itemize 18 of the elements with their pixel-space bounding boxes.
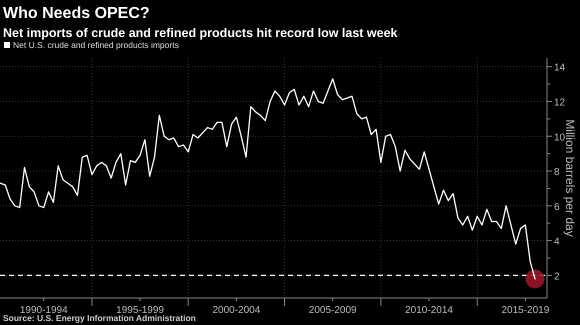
y-tick-label: 4 <box>554 236 560 248</box>
x-tick-label: 1995-1999 <box>116 305 164 316</box>
chart-title: Who Needs OPEC? <box>3 5 150 22</box>
x-tick-label: 1990-1994 <box>20 305 68 316</box>
x-tick-label: 2005-2009 <box>308 305 358 316</box>
chart-subtitle: Net imports of crude and refined products hit record low last week <box>3 26 398 40</box>
y-tick-label: 10 <box>554 132 566 144</box>
y-tick-label: 2 <box>554 271 560 282</box>
legend-label: Net U.S. crude and refined products imports <box>13 40 179 50</box>
x-tick-label: 2010-2014 <box>405 305 454 316</box>
x-tick-label: 2000-2004 <box>212 305 261 316</box>
x-tick-label: 2015-2019 <box>501 305 550 316</box>
y-tick-label: 8 <box>554 167 560 178</box>
source-note: Source: U.S. Energy Information Administration <box>3 313 196 323</box>
y-tick-label: 14 <box>554 62 566 74</box>
y-tick-label: 6 <box>554 202 560 213</box>
y-tick-label: 12 <box>554 97 566 108</box>
y-axis-title: Million barrels per day <box>563 119 577 237</box>
